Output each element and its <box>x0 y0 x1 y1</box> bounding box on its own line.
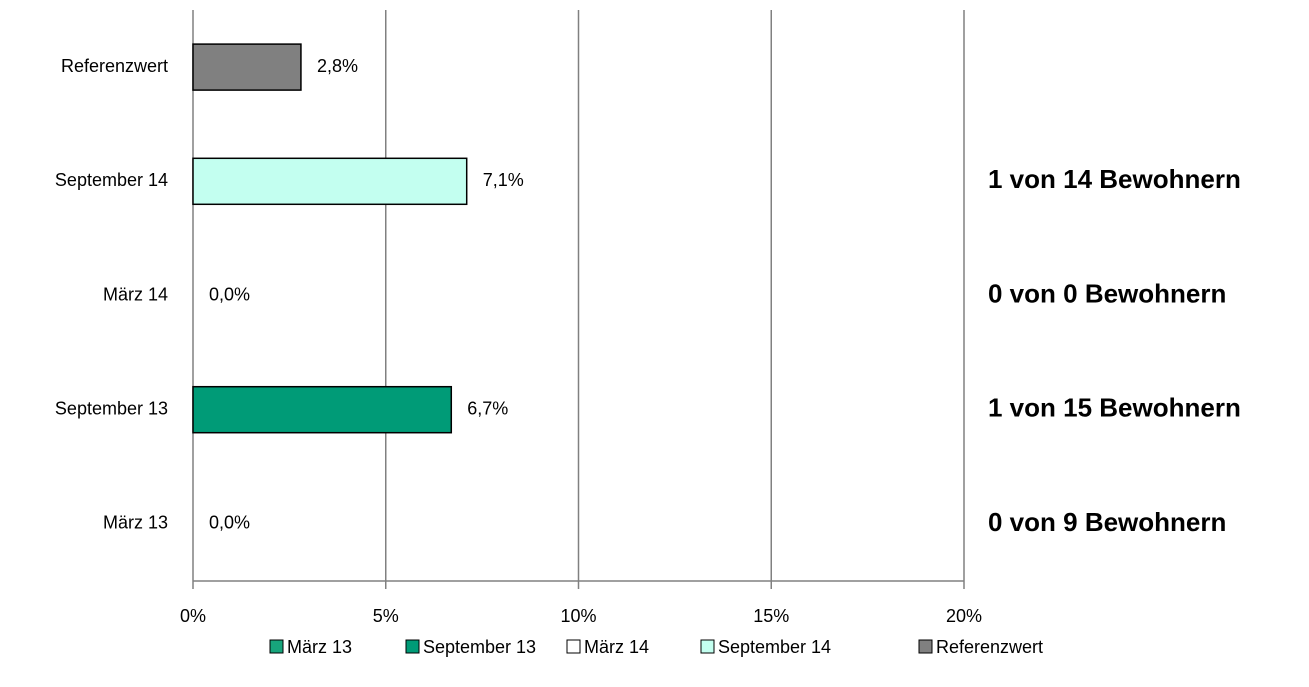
value-label: 6,7% <box>467 398 508 418</box>
bar <box>192 43 302 91</box>
legend-swatch <box>269 639 284 654</box>
y-tick-label: März 14 <box>103 284 168 304</box>
annotation: 0 von 9 Bewohnern <box>988 507 1226 537</box>
value-label: 0,0% <box>209 513 250 533</box>
value-label: 0,0% <box>209 284 250 304</box>
x-tick-label: 0% <box>180 606 206 626</box>
legend-swatch <box>566 639 581 654</box>
value-label: 7,1% <box>483 170 524 190</box>
annotation: 1 von 14 Bewohnern <box>988 164 1241 194</box>
x-tick-label: 15% <box>753 606 789 626</box>
legend-label: September 14 <box>718 637 831 657</box>
value-label: 2,8% <box>317 56 358 76</box>
legend-swatch <box>405 639 420 654</box>
legend-label: März 13 <box>287 637 352 657</box>
y-tick-label: September 13 <box>55 398 168 418</box>
legend-label: September 13 <box>423 637 536 657</box>
bar <box>192 385 453 434</box>
x-tick-label: 10% <box>560 606 596 626</box>
legend-swatch <box>700 639 715 654</box>
bar <box>192 157 468 206</box>
legend-label: März 14 <box>584 637 649 657</box>
y-tick-label: September 14 <box>55 170 168 190</box>
legend-label: Referenzwert <box>936 637 1043 657</box>
annotation: 0 von 0 Bewohnern <box>988 278 1226 308</box>
x-tick-label: 20% <box>946 606 982 626</box>
annotation: 1 von 15 Bewohnern <box>988 393 1241 423</box>
legend-swatch <box>918 639 933 654</box>
y-tick-label: Referenzwert <box>61 56 168 76</box>
x-tick-label: 5% <box>373 606 399 626</box>
y-tick-label: März 13 <box>103 513 168 533</box>
